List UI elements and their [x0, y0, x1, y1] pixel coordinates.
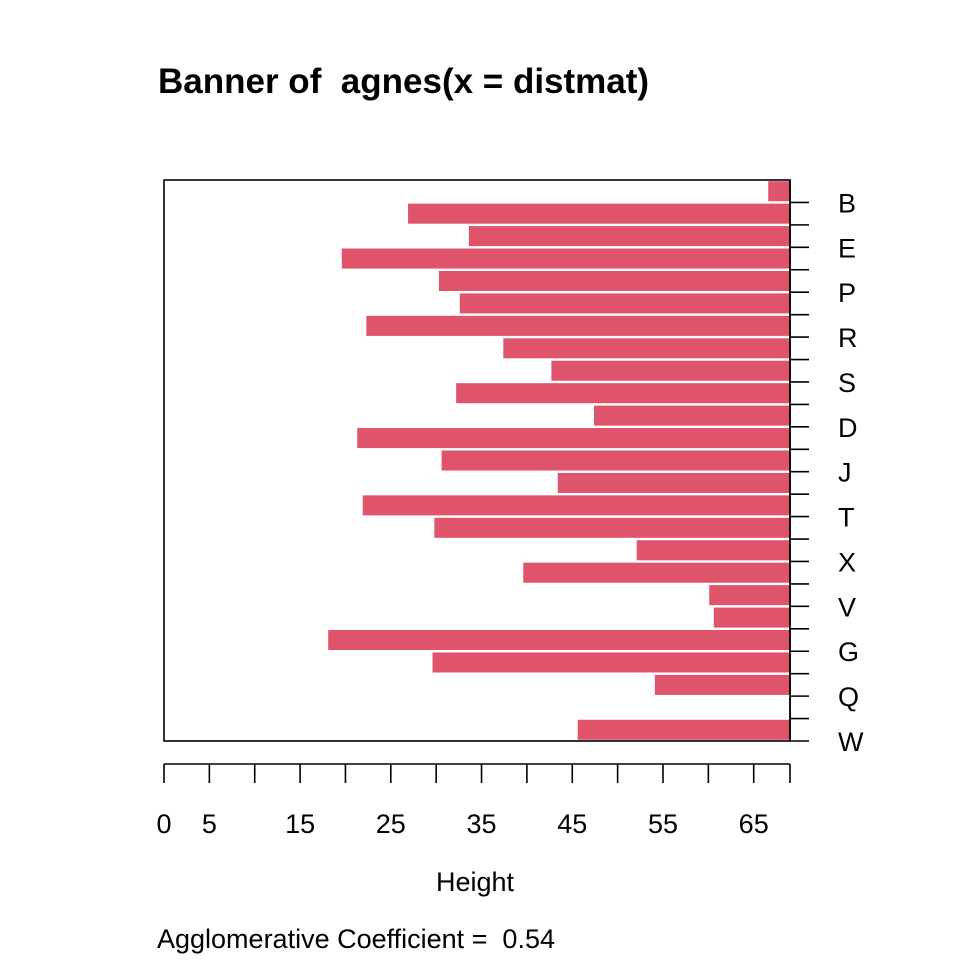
banner-bar — [709, 585, 790, 606]
banner-bar — [341, 248, 790, 269]
banner-bar — [468, 226, 790, 247]
banner-bar — [328, 630, 790, 651]
banner-bar — [459, 293, 790, 314]
banner-bar — [408, 203, 790, 224]
x-axis-tick-label: 65 — [739, 809, 769, 839]
banner-bar — [456, 383, 790, 404]
x-axis-tick-label: 25 — [376, 809, 406, 839]
x-axis-tick-label: 5 — [202, 809, 217, 839]
banner-bar — [432, 652, 790, 673]
banner-bar — [768, 181, 790, 202]
x-axis-label: Height — [436, 867, 515, 897]
banner-bar — [636, 540, 790, 561]
chart-title: Banner of agnes(x = distmat) — [158, 62, 649, 101]
x-axis-tick-label: 15 — [285, 809, 315, 839]
x-axis: 0 5 15 25 35 45 55 65 — [156, 763, 791, 839]
x-axis-tick-label: 0 — [156, 809, 171, 839]
banner-bar — [654, 674, 790, 695]
x-axis-tick-label: 35 — [467, 809, 497, 839]
right-axis-tick-label: Q — [838, 682, 859, 712]
banner-bar — [551, 360, 790, 381]
banner-bar — [557, 472, 790, 493]
bars-layer — [328, 181, 790, 740]
banner-bar — [577, 719, 790, 740]
right-axis-tick-label: E — [838, 233, 856, 263]
right-axis-tick-label: B — [838, 188, 856, 218]
x-axis-tick-label: 55 — [648, 809, 678, 839]
right-axis-tick-label: V — [838, 592, 856, 622]
right-axis-tick-label: D — [838, 413, 858, 443]
banner-bar — [357, 428, 790, 449]
right-axis-tick-label: J — [838, 458, 852, 488]
right-axis-tick-label: P — [838, 278, 856, 308]
banner-bar — [594, 405, 790, 426]
banner-bar — [523, 562, 790, 583]
right-axis-tick-label: R — [838, 323, 858, 353]
banner-bar — [438, 270, 790, 291]
banner-bar — [434, 517, 790, 538]
banner-bar — [713, 607, 790, 628]
right-axis-tick-label: G — [838, 637, 859, 667]
banner-bar — [503, 338, 790, 359]
x-axis-tick-label: 45 — [557, 809, 587, 839]
banner-bar — [441, 450, 790, 471]
right-axis-tick-label: S — [838, 368, 856, 398]
agglomerative-coefficient-label: Agglomerative Coefficient = 0.54 — [157, 924, 555, 954]
right-axis-tick-label: W — [838, 727, 864, 757]
banner-bar — [366, 315, 790, 336]
right-axis-tick-label: T — [838, 503, 855, 533]
right-axis-tick-label: X — [838, 547, 856, 577]
banner-bar — [362, 495, 790, 516]
